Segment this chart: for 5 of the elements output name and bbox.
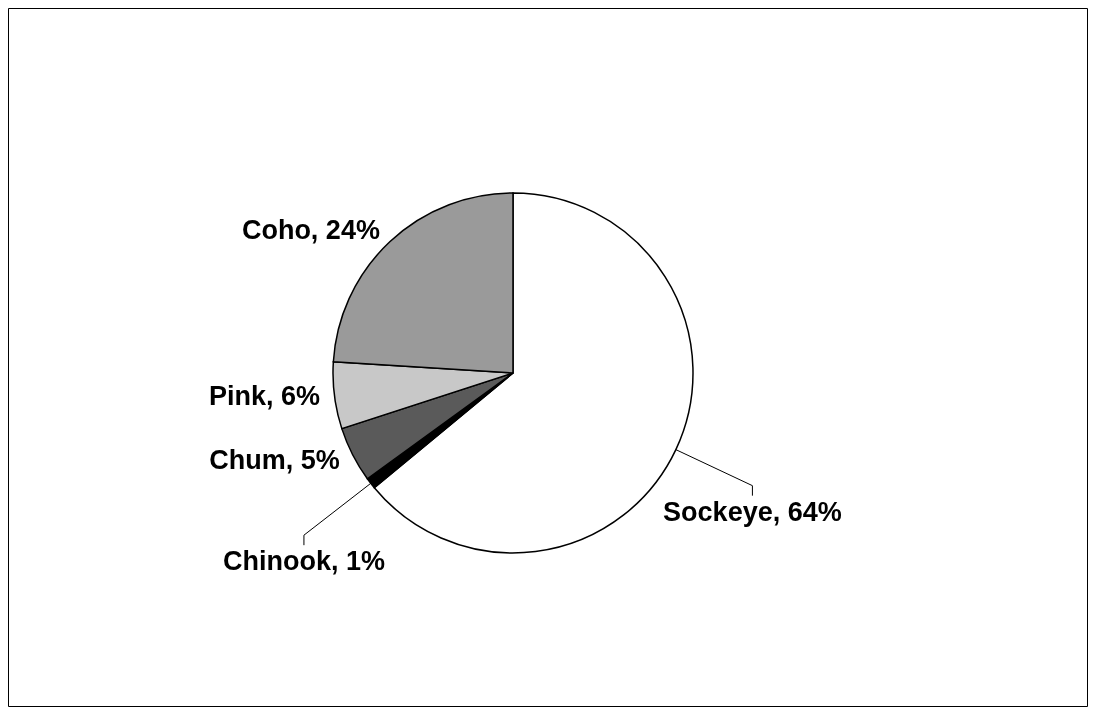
slice-label: Chum, 5% (209, 445, 340, 476)
slice-label: Coho, 24% (241, 215, 380, 246)
slice-label: Sockeye, 64% (663, 496, 842, 527)
slice-label: Pink, 6% (209, 381, 321, 412)
slice-label: Chinook, 1% (222, 546, 385, 577)
